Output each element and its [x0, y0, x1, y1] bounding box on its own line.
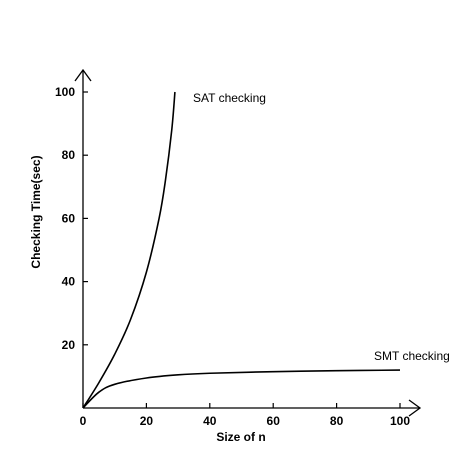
x-tick-label: 40 — [203, 414, 217, 428]
y-tick-label: 100 — [55, 85, 75, 99]
axes — [74, 68, 422, 417]
y-tick-label: 80 — [62, 148, 76, 162]
series-labels: SAT checking SMT checking — [193, 91, 450, 363]
series-lines — [82, 91, 401, 409]
x-ticks: 0 20 40 60 80 100 — [80, 403, 410, 428]
x-axis-label: Size of n — [216, 430, 265, 444]
x-axis-arrow — [408, 399, 422, 417]
y-ticks: 20 40 60 80 100 — [55, 85, 88, 352]
x-tick-label: 80 — [330, 414, 344, 428]
x-tick-label: 100 — [390, 414, 410, 428]
y-tick-label: 40 — [62, 275, 76, 289]
y-tick-label: 20 — [62, 338, 76, 352]
x-tick-label: 0 — [80, 414, 87, 428]
y-tick-label: 60 — [62, 211, 76, 225]
x-tick-label: 60 — [267, 414, 281, 428]
series-label-smt: SMT checking — [374, 349, 450, 363]
series-line-sat — [82, 91, 176, 409]
series-line-smt — [82, 369, 401, 409]
y-axis-arrow — [74, 68, 92, 82]
series-label-sat: SAT checking — [193, 91, 266, 105]
x-tick-label: 20 — [140, 414, 154, 428]
y-axis-label: Checking Time(sec) — [29, 155, 43, 268]
